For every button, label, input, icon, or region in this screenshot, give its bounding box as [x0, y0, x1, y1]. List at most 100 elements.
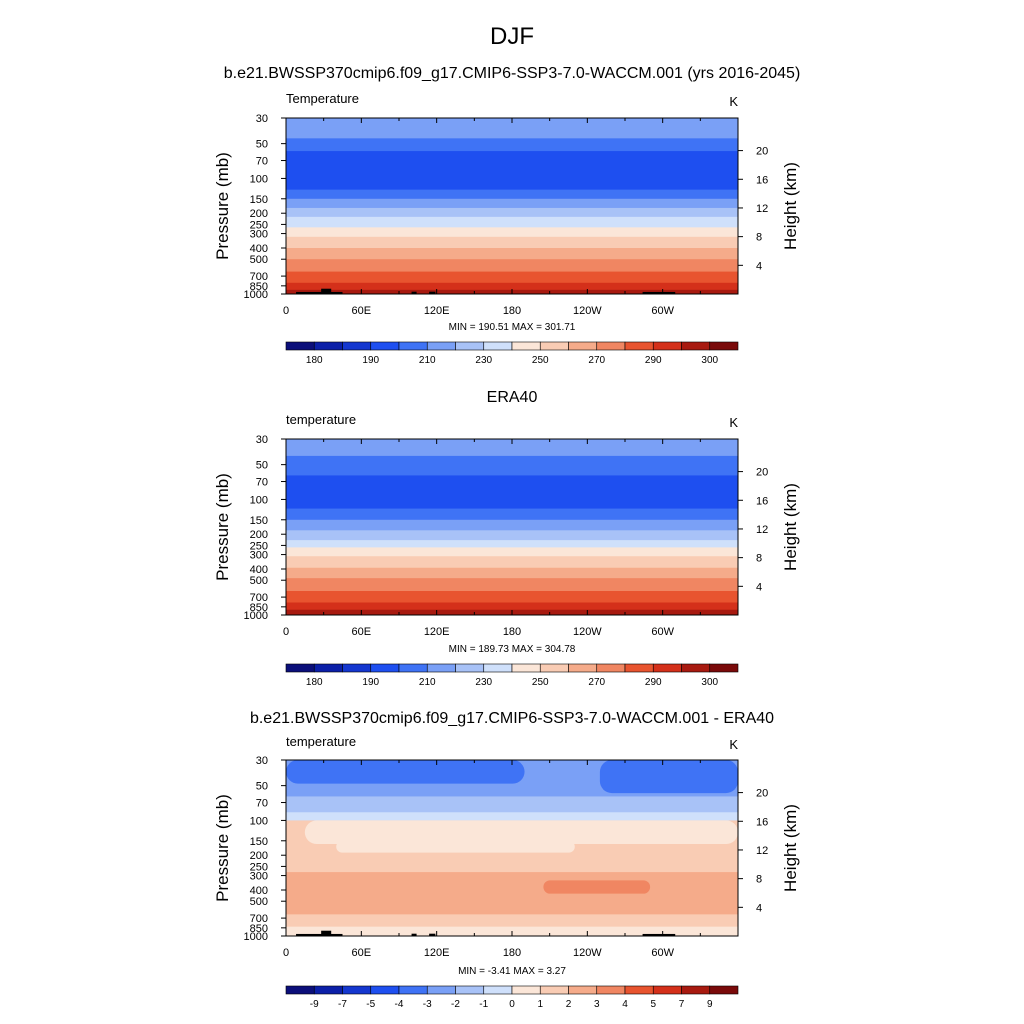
contour-band — [286, 198, 738, 209]
colorbar-label: 9 — [707, 999, 713, 1010]
y-axis-label: Pressure (mb) — [213, 152, 232, 260]
colorbar-swatch — [285, 985, 315, 995]
y-tick-label: 200 — [250, 208, 268, 220]
colorbar-label: 180 — [306, 355, 323, 366]
contour-band — [286, 872, 738, 915]
colorbar-swatch — [426, 663, 456, 673]
y-tick-label: 700 — [250, 913, 268, 925]
colorbar-label: 250 — [532, 355, 549, 366]
contour-band — [286, 259, 738, 273]
height-tick-label: 8 — [756, 874, 762, 886]
height-tick-label: 4 — [756, 902, 762, 914]
contour-band — [286, 207, 738, 218]
contour-band — [286, 282, 738, 291]
height-tick-label: 16 — [756, 174, 768, 186]
colorbar-label: 1 — [537, 999, 543, 1010]
x-tick-label: 120W — [573, 626, 602, 638]
colorbar-swatch — [370, 985, 400, 995]
contour-band — [286, 567, 738, 579]
colorbar-swatch — [652, 663, 682, 673]
colorbar-swatch — [370, 341, 400, 351]
contour-patch — [336, 840, 575, 853]
y-tick-label: 100 — [250, 173, 268, 185]
contour-band — [286, 439, 738, 457]
colorbar-label: 290 — [645, 677, 662, 688]
figure-title: DJF — [490, 23, 534, 50]
colorbar-label: 210 — [419, 677, 436, 688]
colorbar-swatch — [398, 663, 428, 673]
colorbar-swatch — [652, 341, 682, 351]
colorbar-swatch — [398, 341, 428, 351]
colorbar-label: 7 — [679, 999, 685, 1010]
colorbar-label: -2 — [451, 999, 460, 1010]
y-axis-label: Pressure (mb) — [213, 794, 232, 902]
panel-2-units: K — [729, 415, 738, 430]
colorbar-swatch — [709, 985, 739, 995]
x-tick-label: 120E — [424, 305, 450, 317]
colorbar-swatch — [483, 663, 513, 673]
y-tick-label: 50 — [256, 139, 268, 151]
y-tick-label: 200 — [250, 529, 268, 541]
colorbar-swatch — [342, 663, 372, 673]
contour-band — [286, 578, 738, 592]
x-tick-label: 0 — [283, 626, 289, 638]
colorbar-label: 3 — [594, 999, 600, 1010]
colorbar-swatch — [511, 663, 541, 673]
colorbar-swatch — [342, 985, 372, 995]
y-tick-label: 200 — [250, 850, 268, 862]
height-tick-label: 8 — [756, 553, 762, 565]
y-tick-label: 50 — [256, 460, 268, 472]
contour-patch — [304, 820, 738, 845]
x-tick-label: 60W — [651, 305, 674, 317]
y-tick-label: 500 — [250, 254, 268, 266]
contour-band — [286, 138, 738, 152]
panel-1-colorbar: 180 190 210 230 250 270 290 300 — [285, 341, 739, 366]
height-axis-label: Height (km) — [781, 483, 800, 571]
colorbar-swatch — [681, 341, 711, 351]
colorbar-label: 5 — [650, 999, 656, 1010]
colorbar-swatch — [370, 663, 400, 673]
topography-mask — [429, 291, 436, 294]
y-tick-label: 100 — [250, 494, 268, 506]
colorbar-swatch — [426, 985, 456, 995]
x-tick-label: 120W — [573, 305, 602, 317]
height-tick-label: 12 — [756, 845, 768, 857]
contour-band — [286, 216, 738, 228]
contour-band — [286, 508, 738, 521]
x-tick-label: 60W — [651, 626, 674, 638]
contour-band — [286, 248, 738, 260]
colorbar-label: 250 — [532, 677, 549, 688]
x-tick-label: 60E — [352, 305, 372, 317]
colorbar-swatch — [596, 985, 626, 995]
y-tick-label: 300 — [250, 550, 268, 562]
height-tick-label: 16 — [756, 816, 768, 828]
contour-band — [286, 530, 738, 541]
contour-band — [286, 812, 738, 821]
colorbar-swatch — [511, 341, 541, 351]
height-tick-label: 20 — [756, 788, 768, 800]
colorbar-swatch — [426, 341, 456, 351]
x-tick-label: 60W — [651, 947, 674, 959]
y-tick-label: 70 — [256, 156, 268, 168]
topography-mask — [321, 288, 332, 294]
contour-band — [286, 602, 738, 611]
y-tick-label: 1000 — [244, 931, 268, 943]
panel-3-colorbar: -9 -7 -5 -4 -3 -2 -1 0 1 2 3 4 5 7 9 — [285, 985, 739, 1010]
y-tick-label: 300 — [250, 871, 268, 883]
colorbar-label: 4 — [622, 999, 628, 1010]
contour-patch — [543, 880, 651, 894]
colorbar-swatch — [539, 341, 569, 351]
y-tick-label: 70 — [256, 798, 268, 810]
panel-1-stats: MIN = 190.51 MAX = 301.71 — [449, 322, 576, 333]
panel-3-left-label: temperature — [286, 734, 356, 749]
colorbar-swatch — [709, 341, 739, 351]
contour-patch — [599, 760, 738, 794]
topography-mask — [642, 291, 676, 294]
colorbar-label: 290 — [645, 355, 662, 366]
colorbar-swatch — [455, 985, 485, 995]
y-tick-label: 30 — [256, 755, 268, 767]
contour-band — [286, 227, 738, 238]
colorbar-label: -7 — [338, 999, 347, 1010]
